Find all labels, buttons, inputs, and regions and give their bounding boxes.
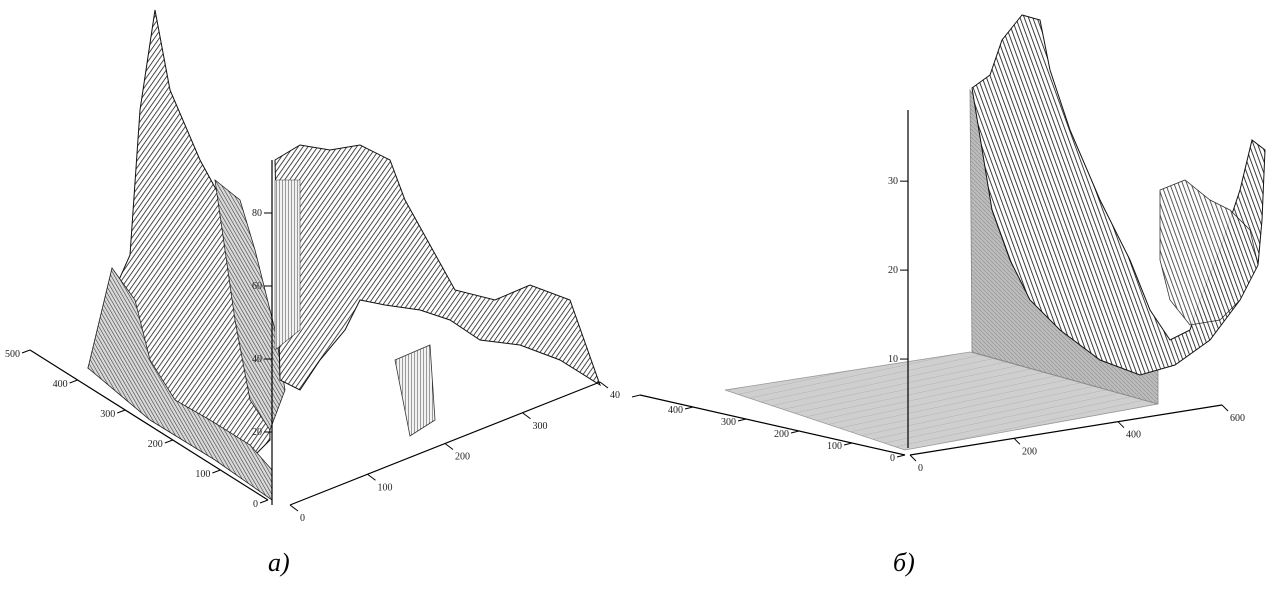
surface-plot-a-canvas: 500 400 300 200 100 0 0 100 200 300 400 20 40 60 80: [0, 0, 620, 540]
a-z-tick-label: 40: [252, 354, 262, 365]
a-left-tick: [70, 380, 78, 383]
a-left-tick: [212, 470, 220, 473]
surface-plot-b: 50040030020010000200400600102030: [630, 0, 1282, 540]
b-right-tick-label: 0: [918, 463, 923, 474]
a-left-tick-label: 0: [253, 499, 258, 510]
a-right-tick-label: 200: [455, 452, 470, 463]
a-left-tick-label: 300: [100, 409, 115, 420]
surface-mesh-a: [88, 10, 600, 500]
a-z-tick-label: 60: [252, 281, 262, 292]
b-left-tick: [632, 395, 640, 397]
surface-plot-b-canvas: 50040030020010000200400600102030: [630, 0, 1282, 540]
a-left-tick-label: 500: [5, 349, 20, 360]
b-z-tick-label: 20: [888, 265, 898, 276]
a-left-tick-label: 400: [53, 379, 68, 390]
surface-wall-a: [395, 345, 435, 436]
a-right-tick-label: 0: [300, 513, 305, 524]
b-right-tick: [910, 455, 916, 461]
a-left-tick-label: 100: [195, 469, 210, 480]
b-left-tick: [791, 431, 799, 433]
surface-right-ridge-a: [275, 145, 600, 390]
a-right-tick: [368, 474, 376, 480]
a-left-tick-label: 200: [148, 439, 163, 450]
b-right-tick-label: 600: [1230, 413, 1245, 424]
b-left-tick-label: 0: [890, 453, 895, 464]
b-left-tick-label: 400: [668, 405, 683, 416]
surface-back-wall-a: [275, 180, 300, 350]
b-left-tick: [897, 455, 905, 457]
a-right-tick-label: 300: [533, 421, 548, 432]
a-z-tick-label: 80: [252, 208, 262, 219]
caption-a: а): [268, 548, 290, 578]
a-left-tick: [117, 410, 125, 413]
b-right-tick: [1014, 438, 1020, 444]
b-left-tick: [844, 443, 852, 445]
a-right-tick: [290, 505, 298, 511]
b-z-tick-label: 30: [888, 176, 898, 187]
b-left-tick-label: 100: [827, 441, 842, 452]
b-right-tick: [1222, 405, 1228, 411]
b-right-tick-label: 200: [1022, 446, 1037, 457]
a-left-tick: [165, 440, 173, 443]
b-left-tick: [685, 407, 693, 409]
a-left-tick: [22, 350, 30, 353]
b-left-tick: [738, 419, 746, 421]
b-z-tick-label: 10: [888, 354, 898, 365]
a-right-tick: [523, 413, 531, 419]
surface-plot-a: 500 400 300 200 100 0 0 100 200 300 400 20 40 60 80: [0, 0, 620, 540]
b-left-tick-label: 300: [721, 417, 736, 428]
a-right-tick-label: 400: [610, 390, 620, 401]
a-right-tick-label: 100: [378, 482, 393, 493]
a-left-tick: [260, 500, 268, 503]
b-right-tick: [1118, 422, 1124, 428]
caption-b: б): [893, 548, 915, 578]
a-z-tick-label: 20: [252, 427, 262, 438]
a-right-tick: [445, 444, 453, 450]
a-right-tick: [600, 382, 608, 388]
b-right-tick-label: 400: [1126, 430, 1141, 441]
b-left-tick-label: 200: [774, 429, 789, 440]
